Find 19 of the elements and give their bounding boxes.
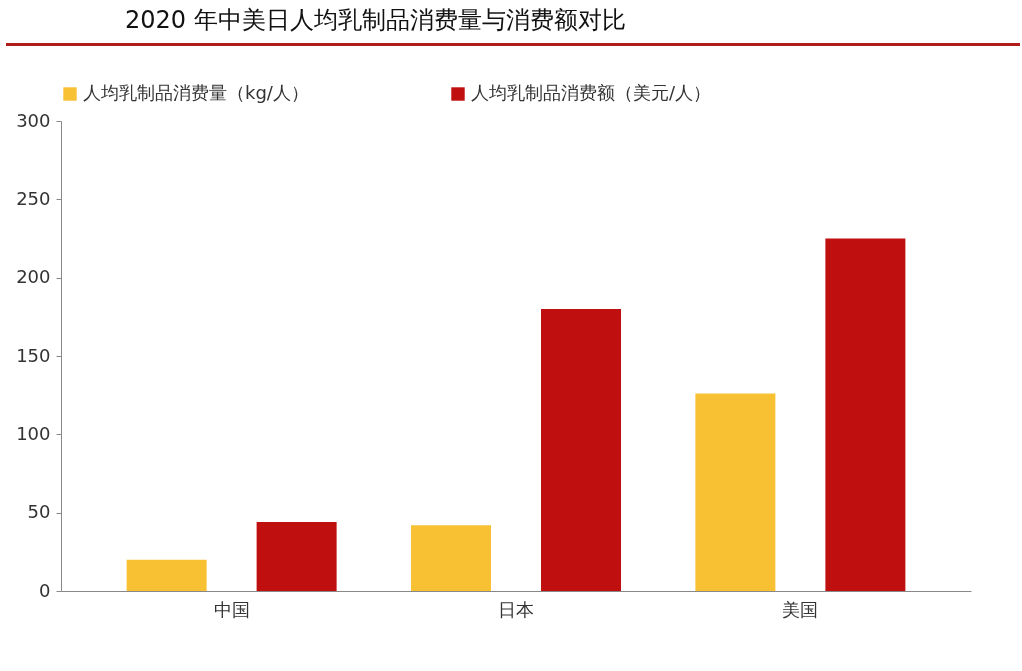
y-tick-label: 200 xyxy=(16,266,51,288)
bar xyxy=(411,525,491,591)
bar xyxy=(825,238,906,591)
y-tick-label: 150 xyxy=(16,344,51,366)
y-tick-label: 0 xyxy=(39,579,51,601)
y-tick-label: 100 xyxy=(16,422,51,444)
legend-label: 人均乳制品消费量（kg/人） xyxy=(83,82,309,103)
bar xyxy=(695,393,776,591)
legend-label: 人均乳制品消费额（美元/人） xyxy=(471,82,712,103)
y-tick-label: 250 xyxy=(16,187,51,209)
bar xyxy=(126,559,207,591)
y-tick-label: 50 xyxy=(27,501,51,523)
bar xyxy=(256,522,337,591)
x-tick-label: 美国 xyxy=(782,598,819,620)
x-tick-label: 日本 xyxy=(498,598,534,620)
y-tick-label: 300 xyxy=(16,109,51,131)
x-tick-label: 中国 xyxy=(213,598,250,620)
chart-title: 2020 年中美日人均乳制品消费量与消费额对比 xyxy=(125,5,626,36)
bar xyxy=(541,309,621,591)
